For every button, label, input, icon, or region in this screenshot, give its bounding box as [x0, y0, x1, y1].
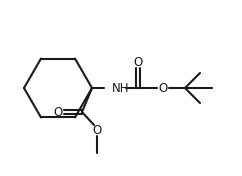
Text: O: O: [92, 124, 102, 137]
Text: O: O: [158, 81, 168, 95]
Text: O: O: [53, 105, 63, 118]
Text: O: O: [133, 55, 143, 68]
Text: NH: NH: [112, 81, 129, 95]
